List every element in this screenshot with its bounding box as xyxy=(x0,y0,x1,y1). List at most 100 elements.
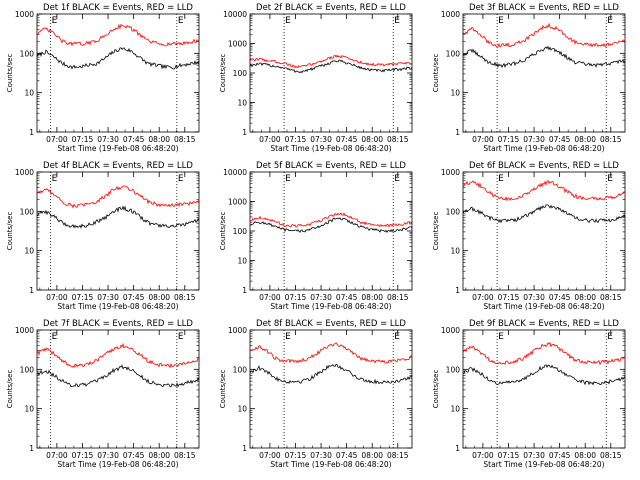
y-axis-label: Counts/sec xyxy=(432,212,440,251)
plot-frame xyxy=(462,13,626,133)
series-events-line xyxy=(462,45,626,69)
series-lld-line xyxy=(36,342,200,369)
x-tick-label: 07:30 xyxy=(97,135,119,144)
y-tick-label: 1000 xyxy=(228,326,247,335)
x-tick-label: 07:15 xyxy=(285,293,307,302)
x-tick-label: 08:00 xyxy=(574,451,596,460)
x-tick-label: 07:45 xyxy=(549,451,571,460)
x-tick-label: 07:45 xyxy=(123,451,145,460)
y-tick-label: 1000 xyxy=(441,168,460,177)
y-tick-label: 10000 xyxy=(223,10,247,19)
x-tick-label: 08:00 xyxy=(574,135,596,144)
x-tick-label: 07:30 xyxy=(310,135,332,144)
x-tick-label: 08:15 xyxy=(387,135,409,144)
x-tick-label: 07:30 xyxy=(523,451,545,460)
panel-det-4f: Det 4f BLACK = Events, RED = LLD Counts/s… xyxy=(6,161,200,311)
y-tick-label: 100 xyxy=(20,49,35,58)
y-tick-label: 100 xyxy=(20,365,35,374)
event-marker-label: E xyxy=(178,332,184,342)
event-marker-label: E xyxy=(607,174,613,184)
y-tick-label: 100 xyxy=(233,365,248,374)
x-tick-label: 08:00 xyxy=(361,293,383,302)
series-lld-line xyxy=(462,179,626,202)
x-tick-label: 07:15 xyxy=(72,451,94,460)
x-tick-label: 07:15 xyxy=(285,451,307,460)
y-tick-label: 1000 xyxy=(228,40,247,49)
x-tick-label: 08:00 xyxy=(361,135,383,144)
y-tick-label: 1000 xyxy=(15,326,34,335)
x-axis-label: Start Time (19-Feb-08 06:48:20) xyxy=(57,460,178,469)
event-marker-label: E xyxy=(285,16,291,26)
series-events-line xyxy=(36,47,200,70)
x-tick-label: 07:30 xyxy=(97,451,119,460)
x-tick-label: 07:00 xyxy=(46,293,68,302)
x-tick-label: 08:00 xyxy=(148,451,170,460)
plot-frame xyxy=(249,13,413,133)
y-tick-label: 1 xyxy=(242,444,247,453)
series-lld-line xyxy=(462,22,626,48)
x-axis-label: Start Time (19-Feb-08 06:48:20) xyxy=(483,460,604,469)
event-marker-label: E xyxy=(394,174,400,184)
x-axis-label: Start Time (19-Feb-08 06:48:20) xyxy=(483,144,604,153)
x-tick-label: 07:30 xyxy=(523,135,545,144)
x-tick-label: 08:15 xyxy=(174,135,196,144)
panel-det-3f: Det 3f BLACK = Events, RED = LLD Counts/s… xyxy=(432,3,626,153)
series-events-line xyxy=(462,204,626,224)
x-tick-label: 07:15 xyxy=(72,135,94,144)
y-tick-label: 100 xyxy=(446,207,461,216)
y-tick-label: 1 xyxy=(29,444,34,453)
y-axis-label: Counts/sec xyxy=(219,54,227,93)
x-tick-label: 07:30 xyxy=(523,293,545,302)
y-axis-label: Counts/sec xyxy=(219,370,227,409)
y-tick-label: 10 xyxy=(24,247,34,256)
series-lld-line xyxy=(249,54,413,69)
event-marker-label: E xyxy=(285,174,291,184)
panel-title: Det 5f BLACK = Events, RED = LLD xyxy=(256,161,406,171)
panel-det-5f: Det 5f BLACK = Events, RED = LLD Counts/s… xyxy=(219,161,413,311)
event-marker-label: E xyxy=(498,174,504,184)
panel-det-2f: Det 2f BLACK = Events, RED = LLD Counts/s… xyxy=(219,3,413,153)
event-marker-label: E xyxy=(394,16,400,26)
x-tick-label: 08:15 xyxy=(600,451,622,460)
y-tick-label: 100 xyxy=(233,69,248,78)
x-tick-label: 07:15 xyxy=(72,293,94,302)
panel-title: Det 1f BLACK = Events, RED = LLD xyxy=(43,3,193,13)
x-tick-label: 07:45 xyxy=(549,135,571,144)
y-tick-label: 1 xyxy=(242,128,247,137)
panel-title: Det 3f BLACK = Events, RED = LLD xyxy=(469,3,619,13)
event-marker-label: E xyxy=(607,332,613,342)
series-lld-line xyxy=(462,342,626,366)
x-axis-label: Start Time (19-Feb-08 06:48:20) xyxy=(270,302,391,311)
y-tick-label: 10 xyxy=(450,405,460,414)
x-tick-label: 08:00 xyxy=(148,135,170,144)
y-tick-label: 10 xyxy=(237,99,247,108)
y-tick-label: 100 xyxy=(446,49,461,58)
x-tick-label: 07:30 xyxy=(97,293,119,302)
y-tick-label: 1 xyxy=(29,128,34,137)
x-tick-label: 08:15 xyxy=(387,293,409,302)
x-tick-label: 08:15 xyxy=(174,293,196,302)
y-tick-label: 1 xyxy=(455,286,460,295)
series-lld-line xyxy=(250,212,413,228)
x-axis-label: Start Time (19-Feb-08 06:48:20) xyxy=(483,302,604,311)
x-tick-label: 07:45 xyxy=(336,135,358,144)
x-tick-label: 07:00 xyxy=(259,451,281,460)
series-events-line xyxy=(462,364,626,386)
panel-title: Det 9f BLACK = Events, RED = LLD xyxy=(469,319,619,329)
series-events-line xyxy=(36,205,200,229)
series-lld-line xyxy=(249,342,413,364)
y-tick-label: 10000 xyxy=(223,168,247,177)
event-marker-label: E xyxy=(178,16,184,26)
x-tick-label: 07:00 xyxy=(472,293,494,302)
panel-title: Det 6f BLACK = Events, RED = LLD xyxy=(469,161,619,171)
y-tick-label: 100 xyxy=(233,227,248,236)
x-axis-label: Start Time (19-Feb-08 06:48:20) xyxy=(57,302,178,311)
plot-frame xyxy=(462,329,626,449)
y-tick-label: 1000 xyxy=(441,326,460,335)
event-marker-label: E xyxy=(607,16,613,26)
plot-frame xyxy=(36,13,200,133)
x-axis-label: Start Time (19-Feb-08 06:48:20) xyxy=(270,460,391,469)
x-tick-label: 08:15 xyxy=(387,451,409,460)
y-axis-label: Counts/sec xyxy=(6,54,14,93)
series-lld-line xyxy=(36,23,200,47)
